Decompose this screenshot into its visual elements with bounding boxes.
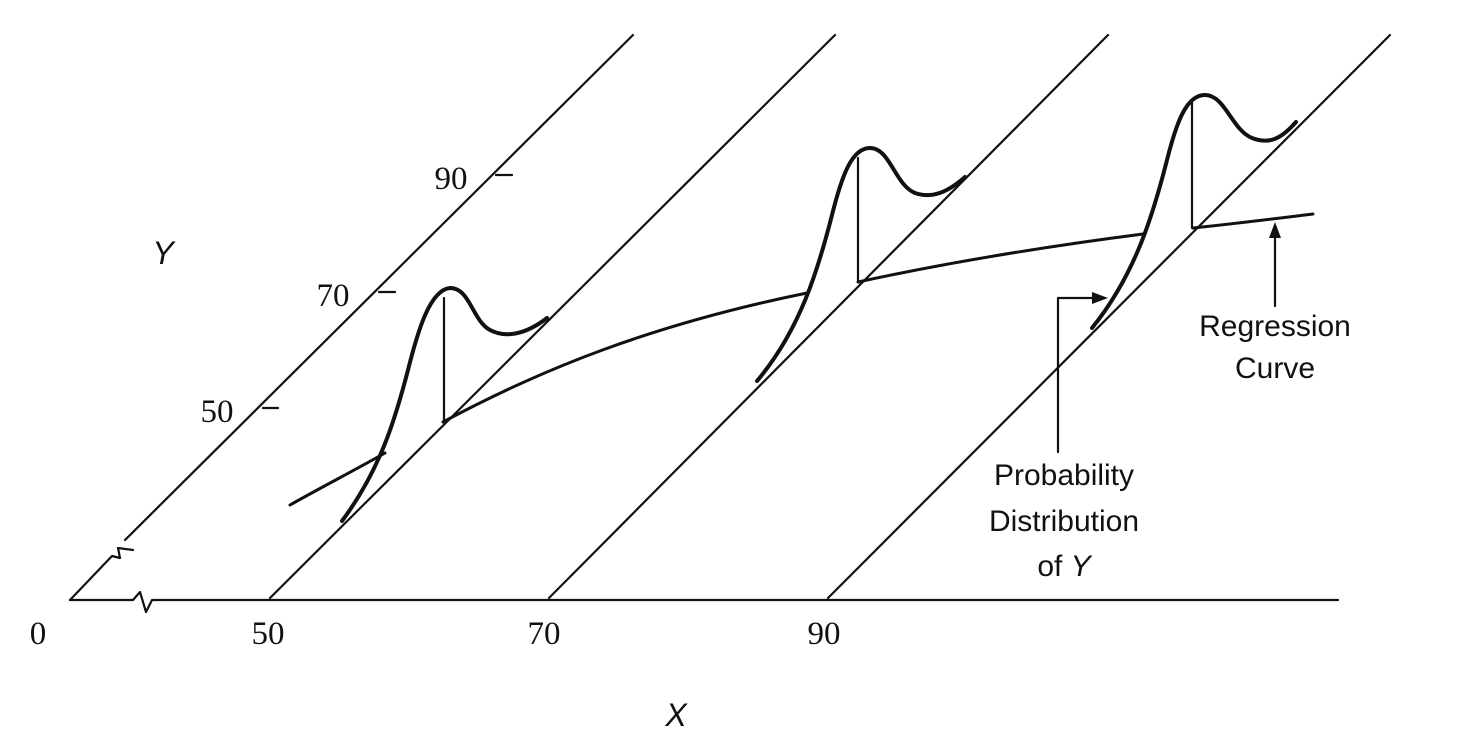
- x-axis-line: [68, 590, 1340, 614]
- y-tick-label-50: 50: [201, 394, 234, 430]
- distribution-arrow: [1056, 292, 1108, 454]
- distribution-curve-1: [340, 286, 549, 523]
- regression-curve: [441, 291, 809, 424]
- y-tick-label-90: 90: [435, 161, 468, 197]
- regression-curve: [1191, 212, 1315, 230]
- regression-curve: [288, 451, 387, 507]
- slice-line-50: [268, 33, 837, 600]
- x-tick-label-50: 50: [252, 616, 285, 652]
- slice-line-70: [547, 33, 1110, 600]
- slice-line-90: [826, 33, 1392, 600]
- distribution-curve-2: [755, 146, 967, 383]
- origin-label: 0: [30, 616, 47, 652]
- distribution-label-line1: Probability: [994, 459, 1134, 492]
- y-axis-letter: Y: [152, 235, 176, 271]
- y-tick-label-70: 70: [317, 278, 350, 314]
- distribution-label-variable: Y: [1071, 550, 1093, 583]
- y-axis-line: [123, 33, 635, 542]
- x-tick-label-90: 90: [808, 616, 841, 652]
- regression-arrow: [1269, 222, 1281, 308]
- distribution-curve-3: [1090, 93, 1298, 330]
- regression-curve: [856, 232, 1145, 284]
- distribution-label-line3: of Y: [1037, 550, 1092, 583]
- y-axis-break: [68, 546, 135, 602]
- regression-label-line2: Curve: [1235, 352, 1315, 385]
- x-axis-letter: X: [664, 697, 688, 733]
- distribution-label-prefix: of: [1037, 550, 1070, 583]
- x-tick-label-70: 70: [528, 616, 561, 652]
- regression-label-line1: Regression: [1199, 310, 1351, 343]
- distribution-label-line2: Distribution: [989, 505, 1139, 538]
